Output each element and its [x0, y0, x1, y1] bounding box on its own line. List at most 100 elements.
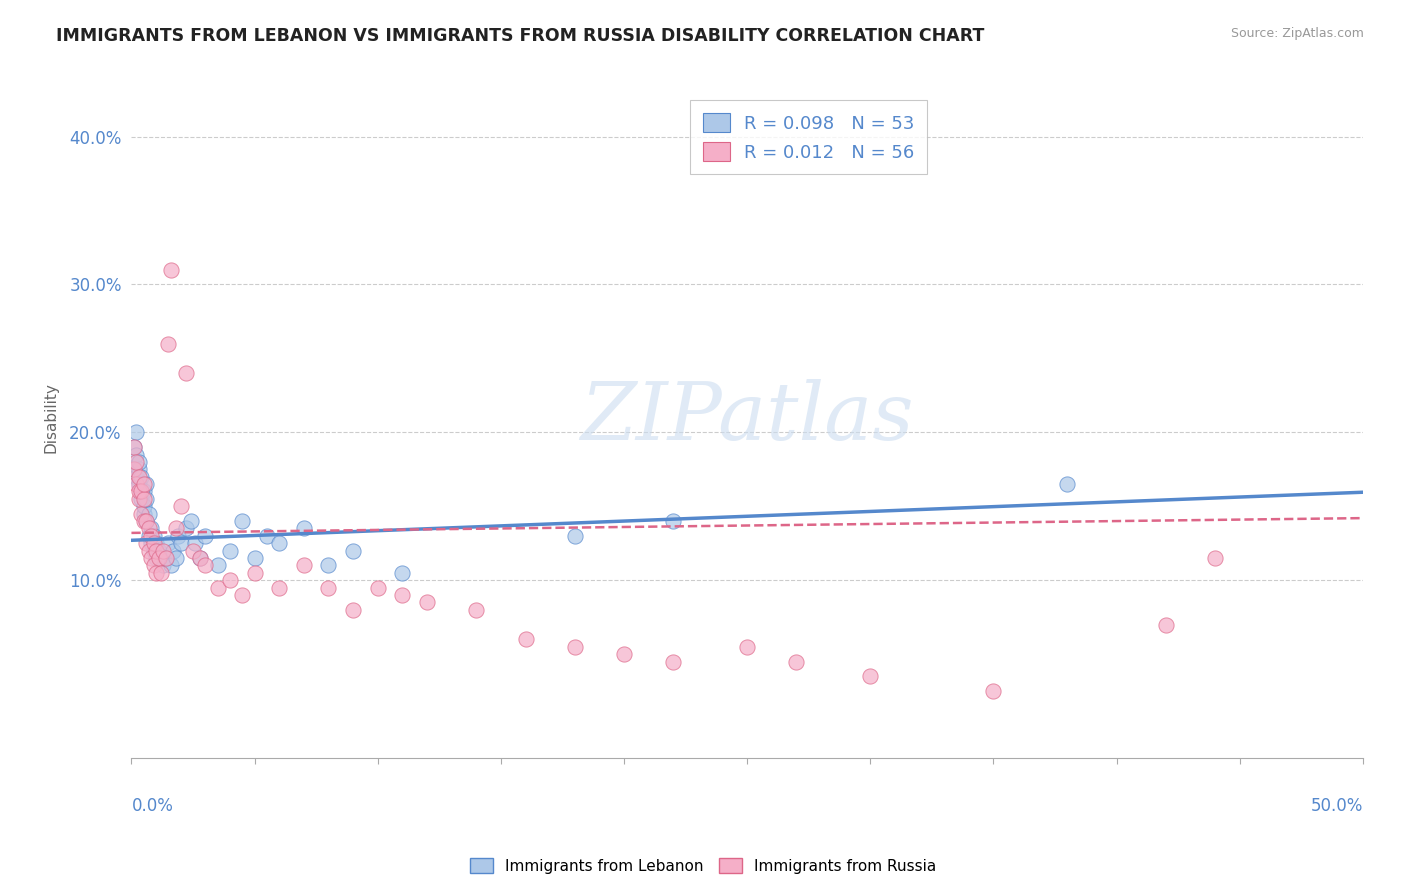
Point	[155, 551, 177, 566]
Point	[150, 566, 173, 580]
Point	[292, 521, 315, 535]
Point	[141, 529, 163, 543]
Point	[132, 477, 155, 491]
Point	[564, 640, 586, 654]
Point	[155, 551, 177, 566]
Legend: R = 0.098   N = 53, R = 0.012   N = 56: R = 0.098 N = 53, R = 0.012 N = 56	[690, 100, 928, 174]
Point	[367, 581, 389, 595]
Point	[122, 440, 145, 454]
Point	[859, 669, 882, 683]
Point	[125, 477, 148, 491]
Point	[135, 536, 157, 550]
Point	[207, 558, 229, 573]
Point	[135, 514, 157, 528]
Point	[131, 469, 153, 483]
Point	[128, 477, 150, 491]
Point	[148, 543, 170, 558]
Point	[142, 529, 165, 543]
Point	[662, 514, 685, 528]
Point	[128, 469, 150, 483]
Point	[162, 543, 184, 558]
Point	[142, 536, 165, 550]
Point	[141, 536, 163, 550]
Point	[167, 529, 190, 543]
Point	[243, 566, 266, 580]
Point	[145, 566, 167, 580]
Point	[165, 551, 187, 566]
Point	[465, 603, 488, 617]
Point	[269, 536, 291, 550]
Y-axis label: Disability: Disability	[44, 382, 58, 453]
Point	[131, 484, 153, 499]
Point	[269, 581, 291, 595]
Point	[613, 647, 636, 661]
Point	[152, 543, 174, 558]
Point	[1056, 477, 1078, 491]
Point	[180, 514, 202, 528]
Point	[174, 521, 197, 535]
Point	[131, 484, 153, 499]
Point	[135, 477, 157, 491]
Point	[157, 336, 180, 351]
Text: IMMIGRANTS FROM LEBANON VS IMMIGRANTS FROM RUSSIA DISABILITY CORRELATION CHART: IMMIGRANTS FROM LEBANON VS IMMIGRANTS FR…	[56, 27, 984, 45]
Point	[190, 551, 212, 566]
Point	[152, 558, 174, 573]
Point	[342, 603, 364, 617]
Point	[181, 543, 204, 558]
Point	[132, 500, 155, 514]
Point	[391, 588, 413, 602]
Point	[145, 551, 167, 566]
Point	[416, 595, 439, 609]
Point	[219, 543, 242, 558]
Point	[160, 558, 183, 573]
Point	[662, 655, 685, 669]
Point	[132, 507, 155, 521]
Point	[128, 462, 150, 476]
Point	[145, 543, 167, 558]
Point	[141, 521, 163, 535]
Point	[256, 529, 278, 543]
Point	[135, 514, 157, 528]
Point	[125, 448, 148, 462]
Point	[785, 655, 807, 669]
Point	[131, 491, 153, 506]
Point	[735, 640, 758, 654]
Point	[1204, 551, 1226, 566]
Point	[131, 507, 153, 521]
Point	[243, 551, 266, 566]
Text: Source: ZipAtlas.com: Source: ZipAtlas.com	[1230, 27, 1364, 40]
Point	[564, 529, 586, 543]
Point	[231, 514, 253, 528]
Legend: Immigrants from Lebanon, Immigrants from Russia: Immigrants from Lebanon, Immigrants from…	[464, 852, 942, 880]
Point	[342, 543, 364, 558]
Point	[125, 469, 148, 483]
Point	[391, 566, 413, 580]
Point	[122, 440, 145, 454]
Point	[132, 491, 155, 506]
Point	[318, 558, 340, 573]
Point	[122, 462, 145, 476]
Point	[138, 529, 160, 543]
Point	[165, 521, 187, 535]
Point	[128, 455, 150, 469]
Point	[132, 484, 155, 499]
Point	[515, 632, 537, 647]
Point	[292, 558, 315, 573]
Point	[170, 536, 193, 550]
Point	[128, 491, 150, 506]
Point	[184, 536, 207, 550]
Point	[142, 558, 165, 573]
Point	[138, 543, 160, 558]
Point	[125, 425, 148, 440]
Point	[219, 573, 242, 587]
Point	[194, 558, 217, 573]
Point	[160, 262, 183, 277]
Text: ZIPatlas: ZIPatlas	[581, 379, 914, 457]
Point	[135, 491, 157, 506]
Point	[157, 536, 180, 550]
Point	[170, 500, 193, 514]
Point	[150, 551, 173, 566]
Point	[190, 551, 212, 566]
Point	[138, 521, 160, 535]
Point	[145, 536, 167, 550]
